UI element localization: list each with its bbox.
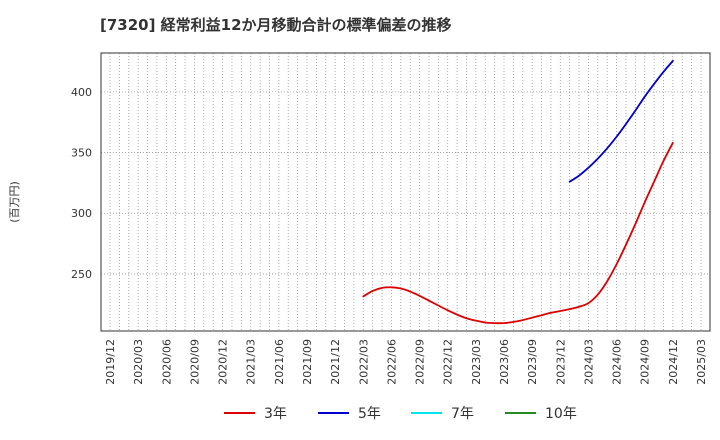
x-tick-label: 2023/09 xyxy=(526,339,539,385)
series-lines xyxy=(362,59,674,325)
series-line-0 xyxy=(362,141,674,325)
grid xyxy=(101,53,710,331)
legend: 3年 5年 7年 10年 xyxy=(224,406,577,422)
x-tick-label: 2020/06 xyxy=(160,339,173,385)
x-tick-label: 2022/06 xyxy=(385,339,398,385)
legend-label-2: 7年 xyxy=(451,406,474,422)
x-tick-label: 2019/12 xyxy=(104,339,117,385)
legend-label-3: 10年 xyxy=(545,406,577,422)
y-tick-label: 250 xyxy=(71,268,92,281)
x-tick-label: 2025/03 xyxy=(695,339,708,385)
y-axis: 250 300 350 400 xyxy=(71,86,92,281)
legend-label-1: 5年 xyxy=(358,406,381,422)
y-tick-label: 350 xyxy=(71,147,92,160)
y-axis-label: (百万円) xyxy=(8,181,21,223)
x-tick-label: 2021/12 xyxy=(329,339,342,385)
x-tick-label: 2020/09 xyxy=(188,339,201,385)
series-line-1 xyxy=(568,59,674,183)
chart-title: [7320] 経常利益12か月移動合計の標準偏差の推移 xyxy=(100,16,452,34)
y-tick-label: 300 xyxy=(71,207,92,220)
x-tick-label: 2023/06 xyxy=(498,339,511,385)
x-tick-label: 2023/12 xyxy=(554,339,567,385)
x-tick-label: 2022/09 xyxy=(414,339,427,385)
plot-area xyxy=(100,52,711,332)
x-tick-label: 2021/06 xyxy=(273,339,286,385)
legend-label-0: 3年 xyxy=(264,406,287,422)
x-tick-label: 2021/03 xyxy=(245,339,258,385)
y-tick-label: 400 xyxy=(71,86,92,99)
x-tick-label: 2022/03 xyxy=(357,339,370,385)
x-axis: 2019/12 2020/03 2020/06 2020/09 2020/12 2021/… xyxy=(104,339,708,385)
x-tick-label: 2024/03 xyxy=(582,339,595,385)
x-tick-label: 2020/03 xyxy=(132,339,145,385)
x-tick-label: 2022/12 xyxy=(442,339,455,385)
x-tick-label: 2024/09 xyxy=(639,339,652,385)
x-tick-label: 2024/12 xyxy=(667,339,680,385)
x-tick-label: 2024/06 xyxy=(611,339,624,385)
x-tick-label: 2021/09 xyxy=(301,339,314,385)
x-tick-label: 2023/03 xyxy=(470,339,483,385)
x-tick-label: 2020/12 xyxy=(217,339,230,385)
